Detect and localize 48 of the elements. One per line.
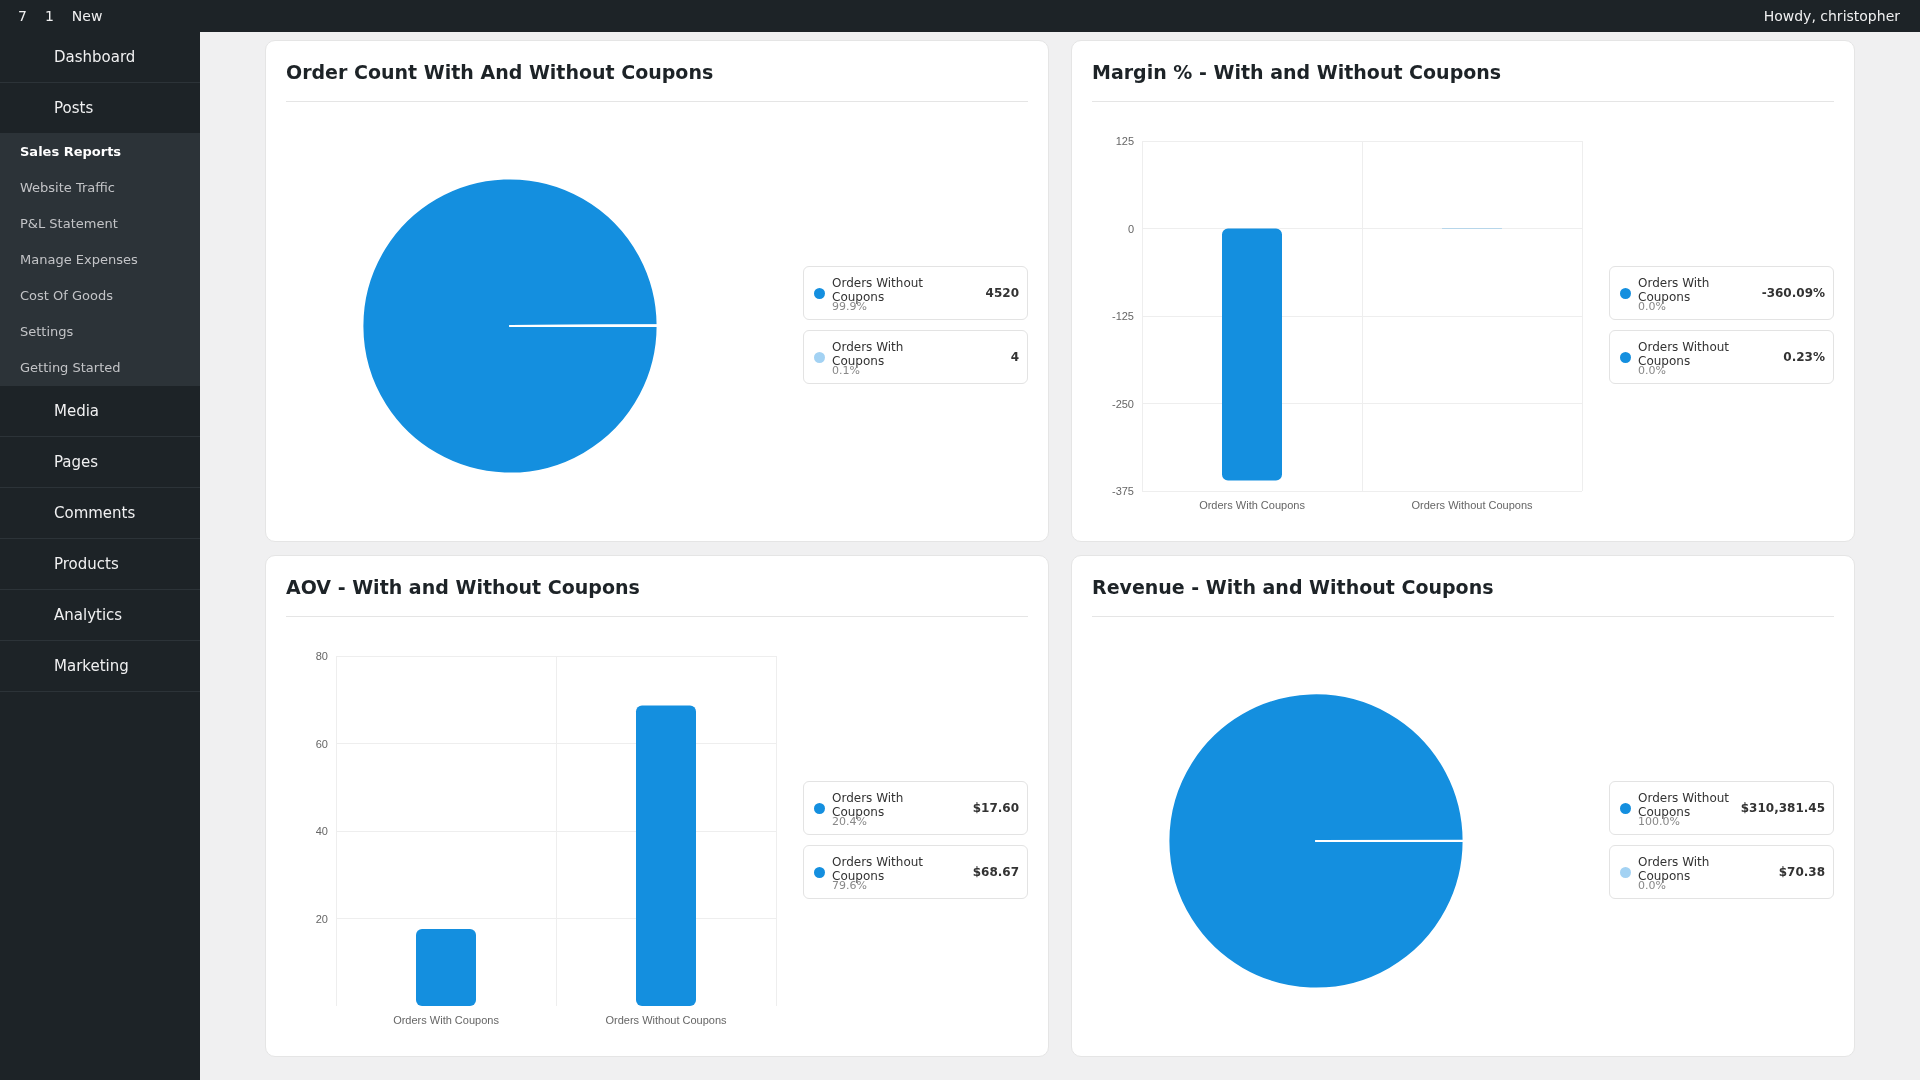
- y-tick-label: 80: [315, 650, 328, 662]
- y-tick-label: -250: [1111, 397, 1134, 410]
- legend-label: Orders With Coupons: [1638, 276, 1711, 304]
- chart-title: Revenue - With and Without Coupons: [1092, 576, 1834, 617]
- data-label: $70.38: [1778, 865, 1825, 879]
- text: Howdy, christopher: [1763, 8, 1900, 24]
- chart-title: Order Count With And Without Coupons: [286, 61, 1028, 102]
- text: P&L Statement: [0, 206, 200, 242]
- text: 7: [18, 8, 27, 24]
- legend-label: Orders Without Coupons: [832, 276, 925, 304]
- text: Marketing: [0, 641, 200, 692]
- legend-label: Orders With Coupons: [1638, 855, 1711, 883]
- text: Getting Started: [0, 350, 200, 386]
- text: 0.23%: [1783, 350, 1825, 364]
- legend-label: Orders With Coupons: [832, 791, 905, 819]
- text: -360.09%: [1761, 286, 1825, 300]
- chart-title: Margin % - With and Without Coupons: [1092, 61, 1834, 102]
- data-label: 4520: [985, 286, 1019, 300]
- legend-label: Orders With Coupons: [832, 340, 905, 368]
- text: $17.60: [972, 801, 1019, 815]
- text: Cost Of Goods: [0, 278, 200, 314]
- text: Posts: [0, 83, 200, 134]
- y-tick-label: 60: [315, 737, 328, 750]
- text: Pages: [0, 437, 200, 488]
- y-tick-label: -375: [1111, 485, 1134, 497]
- text: Comments: [0, 488, 200, 539]
- y-tick-label: -125: [1111, 310, 1134, 322]
- legend-label: Orders Without Coupons: [1638, 791, 1730, 819]
- text: Manage Expenses: [0, 242, 200, 278]
- legend-label: Orders Without Coupons: [1638, 340, 1731, 368]
- legend-label: Orders Without Coupons: [832, 855, 925, 883]
- text: $68.67: [972, 865, 1019, 879]
- text: Dashboard: [0, 32, 200, 83]
- text: Media: [0, 386, 200, 437]
- data-label: 4: [1010, 350, 1019, 364]
- text: 1: [44, 8, 54, 24]
- text: Sales Reports: [0, 134, 200, 170]
- y-tick-label: 40: [315, 825, 328, 837]
- y-tick-label: 20: [315, 912, 328, 925]
- text: New: [71, 8, 103, 24]
- text: Website Traffic: [0, 170, 200, 206]
- chart-title: AOV - With and Without Coupons: [286, 576, 1028, 617]
- text: Analytics: [0, 590, 200, 641]
- y-tick-label: 125: [1115, 135, 1134, 147]
- data-label: $310,381.45: [1740, 801, 1825, 815]
- text: Products: [0, 539, 200, 590]
- y-tick-label: 0: [1127, 222, 1134, 235]
- text: Settings: [0, 314, 200, 350]
